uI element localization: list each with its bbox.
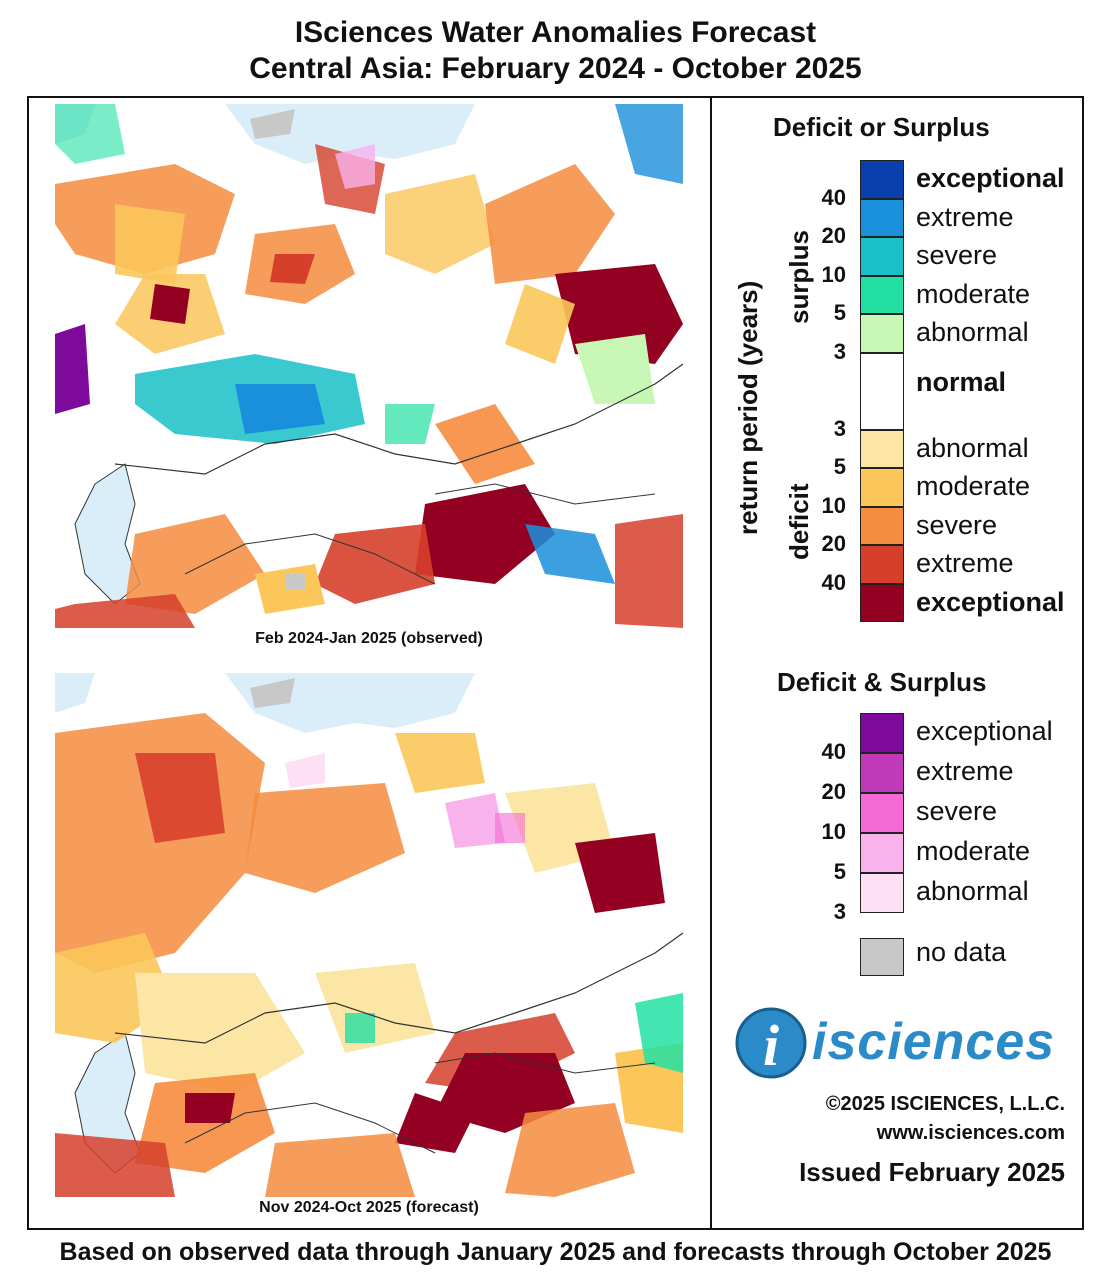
map-forecast-caption: Nov 2024-Oct 2025 (forecast) xyxy=(259,1199,479,1216)
legend-surplus-swatch-severe xyxy=(860,237,904,276)
legend-deficit-swatch-severe xyxy=(860,506,904,545)
legend-deficit-swatch-exceptional xyxy=(860,583,904,622)
legend-both-rp-40: 40 xyxy=(821,739,846,764)
map-forecast xyxy=(55,673,683,1197)
legend-surplus-rp-10: 10 xyxy=(821,261,846,287)
legend-both-label-exceptional: exceptional xyxy=(916,716,1053,746)
legend-both-swatch-severe xyxy=(860,793,904,833)
legend-both-label-moderate: moderate xyxy=(916,836,1031,866)
legend-nodata-swatch xyxy=(860,938,904,976)
legend-normal-swatch xyxy=(860,352,904,430)
legend-nodata-label: no data xyxy=(916,937,1007,967)
legend-deficit-rp-10: 10 xyxy=(821,492,846,518)
legend-both-label-abnormal: abnormal xyxy=(916,876,1029,906)
legend-both-swatch-moderate xyxy=(860,833,904,873)
legend-normal-label: normal xyxy=(916,367,1007,397)
legend-surplus-label-severe: severe xyxy=(916,240,998,270)
legend-deficit-swatch-abnormal xyxy=(860,429,904,468)
legend-deficit-label-severe: severe xyxy=(916,509,998,540)
legend-axis-label: return period (years) xyxy=(733,280,763,535)
legend-surplus-label-extreme: extreme xyxy=(916,201,1014,232)
footer-note: Based on observed data through January 2… xyxy=(59,1238,1052,1266)
legend-deficit-rp-3: 3 xyxy=(833,415,846,441)
map-observed xyxy=(55,104,683,628)
legend-deficit-rp-20: 20 xyxy=(821,531,846,556)
figure-frame xyxy=(27,96,1084,1230)
legend-surplus-swatch-abnormal xyxy=(860,314,904,353)
title-line-2: Central Asia: February 2024 - October 20… xyxy=(249,52,862,85)
issued-date: Issued February 2025 xyxy=(799,1157,1065,1187)
legend-surplus-rp-20: 20 xyxy=(821,223,846,248)
legend-both-swatch-exceptional xyxy=(860,713,904,753)
legend-both-title: Deficit & Surplus xyxy=(777,667,987,697)
legend-both-rp-10: 10 xyxy=(821,819,846,844)
legend-surplus-label-moderate: moderate xyxy=(916,278,1031,309)
legend-deficit-swatch-moderate xyxy=(860,468,904,507)
legend-surplus-label-exceptional: exceptional xyxy=(916,163,1065,193)
legend-surplus-swatch-extreme xyxy=(860,198,904,237)
legend-both-label-severe: severe xyxy=(916,796,998,826)
isciences-logo-icon: i xyxy=(735,1007,807,1079)
website: www.isciences.com xyxy=(876,1122,1065,1144)
legend-deficit-label-abnormal: abnormal xyxy=(916,432,1029,463)
legend-both-rp-3: 3 xyxy=(833,899,846,924)
legend-both-rp-20: 20 xyxy=(821,779,846,804)
legend-ds-title: Deficit or Surplus xyxy=(773,112,990,142)
legend-surplus-rp-40: 40 xyxy=(821,184,846,210)
legend-deficit-rp-5: 5 xyxy=(833,454,846,479)
legend-deficit-rp-40: 40 xyxy=(821,569,846,595)
legend-both-swatch-extreme xyxy=(860,753,904,793)
legend-both-swatch-abnormal xyxy=(860,873,904,913)
legend-both-label-extreme: extreme xyxy=(916,756,1014,786)
svg-text:i: i xyxy=(763,1013,779,1078)
legend-surplus-rp-5: 5 xyxy=(833,300,846,325)
title-line-1: ISciences Water Anomalies Forecast xyxy=(294,16,817,49)
logo-text: isciences xyxy=(812,1013,1056,1071)
legend-surplus-rp-3: 3 xyxy=(833,338,846,364)
legend-deficit-label-moderate: moderate xyxy=(916,471,1031,501)
legend-deficit-swatch-extreme xyxy=(860,545,904,584)
legend-deficit-label-extreme: extreme xyxy=(916,548,1014,578)
legend-surplus-swatch-exceptional xyxy=(860,160,904,199)
map-observed-graphic xyxy=(55,104,683,628)
legend-surplus-label-abnormal: abnormal xyxy=(916,317,1029,347)
legend-surplus-swatch-moderate xyxy=(860,275,904,314)
legend-deficit-label-exceptional: exceptional xyxy=(916,586,1065,617)
legend-divider xyxy=(710,96,712,1230)
legend-both-rp-5: 5 xyxy=(833,859,846,884)
copyright: ©2025 ISCIENCES, L.L.C. xyxy=(825,1093,1065,1115)
map-forecast-graphic xyxy=(55,673,683,1197)
map-observed-caption: Feb 2024-Jan 2025 (observed) xyxy=(255,630,483,647)
